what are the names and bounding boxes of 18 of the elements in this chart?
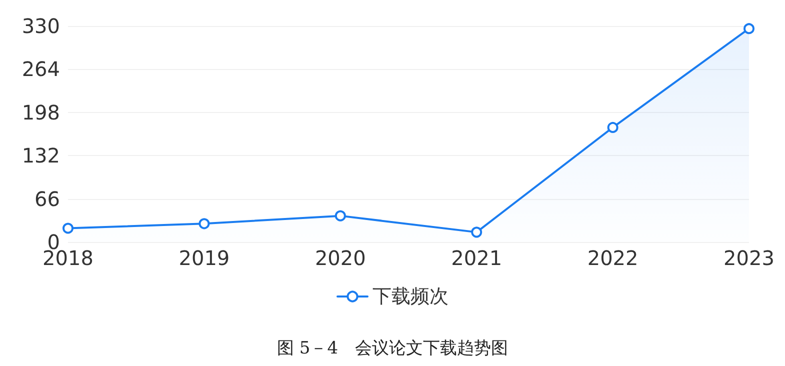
x-tick-label: 2022 [587, 246, 638, 270]
point [471, 226, 482, 238]
y-tick-label: 264 [22, 57, 60, 82]
y-tick-label: 66 [34, 186, 60, 211]
point [607, 122, 618, 133]
point [62, 222, 74, 234]
x-tick-label: 2021 [451, 246, 502, 270]
text: 图 5－4 会议论文下载趋势图 [276, 338, 508, 358]
y-tick-label: 132 [22, 144, 60, 168]
x-tick-label: 2019 [178, 246, 230, 270]
x-tick-label: 2023 [724, 246, 774, 270]
x-tick-label: 2020 [314, 246, 366, 270]
point [198, 218, 210, 230]
legend-label: 下载频次 [372, 286, 448, 308]
y-tick-label: 330 [22, 14, 60, 38]
point [744, 23, 754, 34]
point [334, 210, 346, 222]
y-tick-label: 198 [22, 100, 60, 124]
